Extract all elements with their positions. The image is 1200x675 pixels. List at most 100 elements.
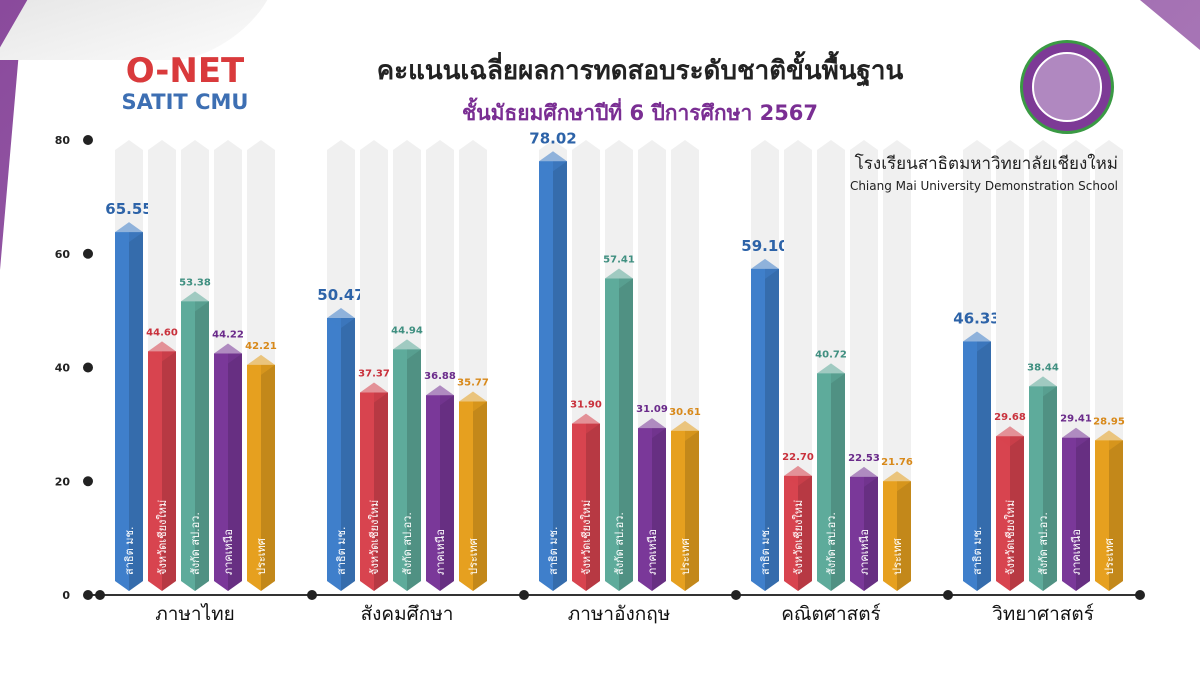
bar-cap	[247, 354, 275, 375]
bar-cap	[1062, 427, 1090, 448]
bar-shade	[1109, 440, 1123, 591]
bar-shade	[798, 475, 812, 591]
school-name-en: Chiang Mai University Demonstration Scho…	[849, 179, 1118, 193]
school-name-th: โรงเรียนสาธิตมหาวิทยาลัยเชียงใหม่	[854, 154, 1118, 174]
value-label: 44.60	[146, 327, 178, 338]
series-label: สาธิต มช.	[123, 527, 136, 575]
series-label: ภาคเหนือ	[1070, 529, 1083, 575]
series-label: สังกัด สป.อว.	[401, 512, 414, 575]
bar-shade	[652, 428, 666, 591]
series-label: จังหวัดเชียงใหม่	[580, 500, 593, 575]
bar	[671, 430, 699, 591]
bar-shade	[473, 401, 487, 591]
y-tick-dot	[83, 590, 93, 600]
bar-shade	[374, 392, 388, 591]
value-label: 46.33	[953, 309, 1000, 327]
group-separator-dot	[95, 590, 105, 600]
bar-cap	[539, 151, 567, 172]
bar-cap	[393, 339, 421, 360]
bar-cap	[963, 331, 991, 352]
bar	[459, 401, 487, 591]
value-label: 78.02	[529, 129, 576, 147]
series-label: จังหวัดเชียงใหม่	[1004, 500, 1017, 575]
bar-shade	[1076, 437, 1090, 591]
series-label: สาธิต มช.	[971, 527, 984, 575]
series-label: สาธิต มช.	[759, 527, 772, 575]
category-label: ภาษาอังกฤษ	[568, 603, 671, 625]
value-label: 65.55	[105, 200, 152, 218]
bar	[784, 475, 812, 591]
series-label: ประเทศ	[255, 538, 268, 575]
bar-shade	[864, 476, 878, 591]
category-label: คณิตศาสตร์	[781, 603, 881, 625]
y-tick-label: 60	[55, 248, 71, 261]
series-label: สังกัด สป.อว.	[613, 512, 626, 575]
bar-shade	[897, 481, 911, 591]
bar-shade	[586, 423, 600, 591]
bar	[181, 301, 209, 591]
y-tick-dot	[83, 135, 93, 145]
category-label: สังคมศึกษา	[361, 603, 454, 625]
bar-shade	[261, 364, 275, 591]
series-label: จังหวัดเชียงใหม่	[156, 500, 169, 575]
value-label: 44.94	[391, 325, 423, 336]
bar	[1062, 437, 1090, 591]
value-label: 40.72	[815, 349, 847, 360]
value-label: 29.68	[994, 412, 1026, 423]
brand-title: O-NET	[125, 51, 245, 91]
bar	[247, 364, 275, 591]
bar-shade	[977, 341, 991, 591]
bar-cap	[1029, 376, 1057, 397]
school-name: โรงเรียนสาธิตมหาวิทยาลัยเชียงใหม่ Chiang…	[850, 150, 1118, 193]
series-label: ประเทศ	[1103, 538, 1116, 575]
bar-shade	[1043, 386, 1057, 591]
series-label: สังกัด สป.อว.	[825, 512, 838, 575]
value-label: 42.21	[245, 341, 277, 352]
series-label: สังกัด สป.อว.	[189, 512, 202, 575]
group-separator-dot	[943, 590, 953, 600]
category-label: วิทยาศาสตร์	[992, 603, 1094, 625]
value-label: 30.61	[669, 407, 701, 418]
bar-cap	[148, 341, 176, 362]
bar	[751, 268, 779, 591]
bar-shade	[440, 395, 454, 591]
series-label: ภาคเหนือ	[858, 529, 871, 575]
series-label: สาธิต มช.	[335, 527, 348, 575]
bar-shade	[195, 301, 209, 591]
bar-cap	[360, 382, 388, 403]
bar-cap	[671, 420, 699, 441]
bar-cap	[784, 465, 812, 486]
bar	[214, 353, 242, 591]
series-label: จังหวัดเชียงใหม่	[368, 500, 381, 575]
bar-cap	[996, 426, 1024, 447]
bar-cap	[883, 471, 911, 492]
bar-cap	[115, 222, 143, 243]
bar-shade	[619, 278, 633, 591]
bar	[638, 428, 666, 591]
brand: O-NET SATIT CMU	[120, 52, 250, 114]
bar	[817, 373, 845, 591]
value-label: 38.44	[1027, 362, 1059, 373]
bar-shade	[341, 317, 355, 591]
series-label: สาธิต มช.	[547, 527, 560, 575]
bar-cap	[751, 258, 779, 279]
bar-cap	[817, 363, 845, 384]
axis-end-dot	[1135, 590, 1145, 600]
group-separator-dot	[307, 590, 317, 600]
y-tick-label: 80	[55, 134, 71, 147]
chart-title: คะแนนเฉลี่ยผลการทดสอบระดับชาติขั้นพื้นฐา…	[300, 50, 980, 130]
value-label: 50.47	[317, 286, 364, 304]
bar-cap	[459, 391, 487, 412]
bar-cap	[327, 307, 355, 328]
y-tick-dot	[83, 362, 93, 373]
series-label: ประเทศ	[679, 538, 692, 575]
title-main: คะแนนเฉลี่ยผลการทดสอบระดับชาติขั้นพื้นฐา…	[376, 56, 904, 86]
bar	[327, 317, 355, 591]
y-tick-label: 20	[55, 475, 71, 488]
series-label: ภาคเหนือ	[222, 529, 235, 575]
value-label: 31.90	[570, 400, 602, 411]
value-label: 44.22	[212, 329, 244, 340]
group-separator-dot	[731, 590, 741, 600]
bar-shade	[1010, 436, 1024, 591]
